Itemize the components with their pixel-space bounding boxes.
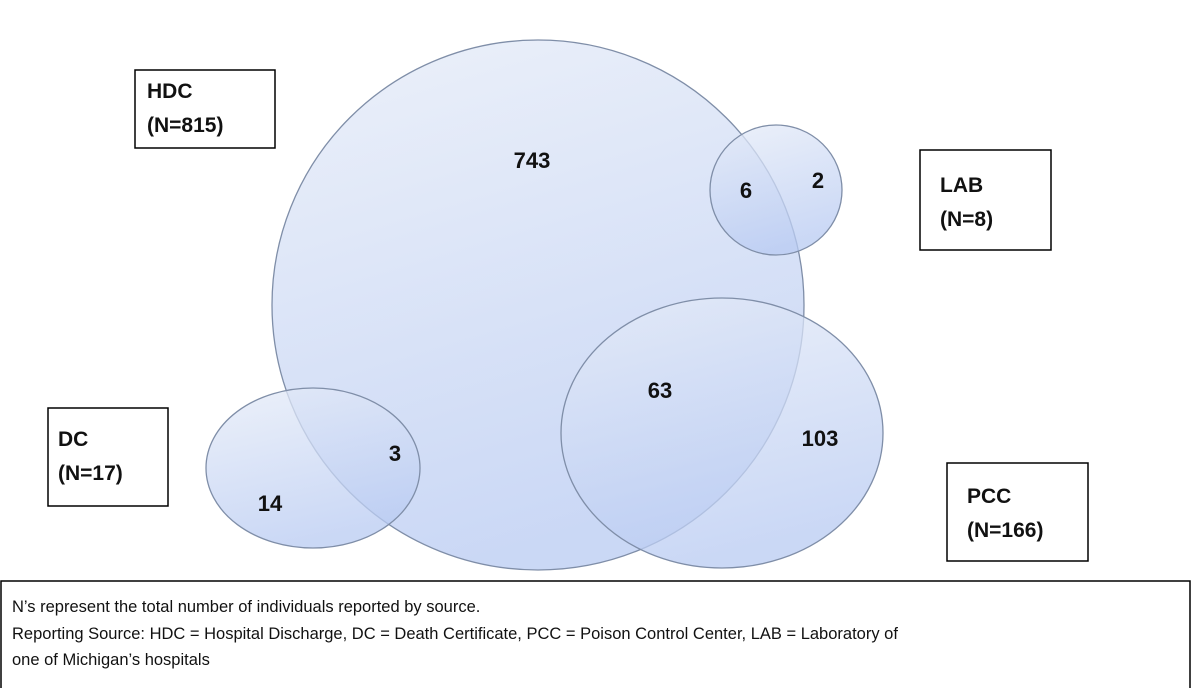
set-name: DC bbox=[58, 428, 88, 451]
note-line: N’s represent the total number of indivi… bbox=[12, 598, 480, 616]
pcc-circle bbox=[560, 297, 884, 569]
set-label-box bbox=[47, 407, 169, 507]
region-count: 63 bbox=[648, 378, 672, 403]
region-count: 6 bbox=[740, 178, 752, 203]
region-count: 743 bbox=[514, 148, 551, 173]
region-count: 14 bbox=[258, 491, 283, 516]
set-label-box bbox=[919, 149, 1052, 251]
note-box bbox=[0, 580, 1191, 688]
set-count: (N=8) bbox=[940, 208, 993, 231]
dc-circle bbox=[205, 387, 421, 549]
note-line: one of Michigan’s hospitals bbox=[12, 651, 210, 669]
set-count: (N=166) bbox=[967, 519, 1043, 542]
set-count: (N=815) bbox=[147, 114, 223, 137]
lab-circle bbox=[709, 124, 843, 256]
set-name: LAB bbox=[940, 174, 983, 197]
set-label-box bbox=[946, 462, 1089, 562]
set-name: PCC bbox=[967, 485, 1011, 508]
region-count: 103 bbox=[802, 426, 839, 451]
note-line: Reporting Source: HDC = Hospital Dischar… bbox=[12, 625, 898, 643]
region-count: 3 bbox=[389, 441, 401, 466]
set-name: HDC bbox=[147, 80, 193, 103]
set-label-box bbox=[134, 69, 276, 149]
region-count: 2 bbox=[812, 168, 824, 193]
set-count: (N=17) bbox=[58, 462, 123, 485]
